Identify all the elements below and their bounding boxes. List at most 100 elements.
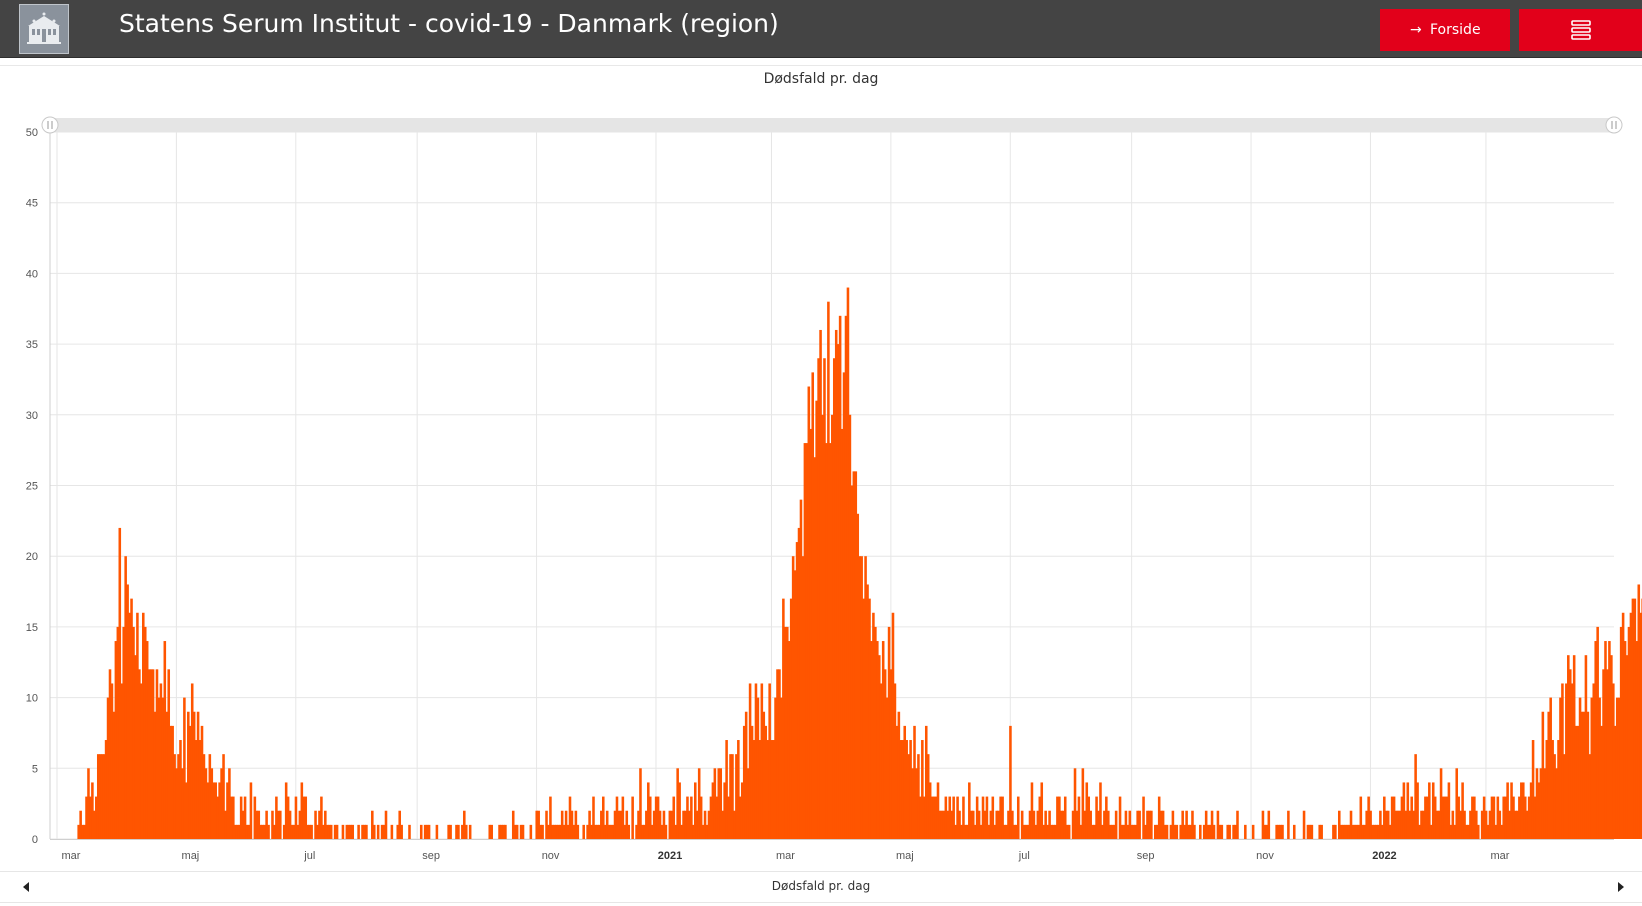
bar: [234, 824, 237, 839]
bar: [870, 641, 873, 839]
bar: [921, 740, 924, 839]
bar: [1514, 810, 1517, 839]
bar: [87, 768, 90, 839]
bar: [558, 824, 562, 839]
bar: [560, 810, 564, 839]
triangle-right-icon[interactable]: [1615, 881, 1627, 893]
scrollbar-track[interactable]: [50, 118, 1615, 132]
bar: [1398, 810, 1402, 839]
bar: [140, 683, 143, 839]
chart-title: Dødsfald pr. dag: [763, 71, 879, 87]
bar: [145, 641, 149, 839]
bar: [1159, 810, 1163, 839]
bar: [566, 824, 570, 839]
y-tick-label: 5: [32, 763, 38, 775]
bar: [1473, 796, 1476, 839]
bar: [130, 598, 133, 839]
bar: [112, 711, 116, 839]
bar: [1034, 824, 1038, 839]
triangle-left-icon[interactable]: [20, 881, 32, 893]
bar: [623, 824, 627, 839]
bar: [879, 683, 883, 839]
bar: [971, 810, 975, 839]
bar: [124, 556, 127, 839]
bottom-scroll-bar: Dødsfald pr. dag: [0, 871, 1642, 903]
bar: [819, 329, 822, 839]
bar: [1627, 626, 1631, 839]
building-icon[interactable]: [19, 4, 69, 54]
bar: [1063, 796, 1067, 839]
scrollbar-right-handle[interactable]: [1605, 116, 1623, 134]
bar: [1527, 796, 1531, 839]
bar: [1567, 655, 1570, 839]
x-tick-label: mar: [62, 850, 81, 862]
bar: [461, 824, 464, 839]
bar: [1445, 796, 1449, 839]
bar: [1615, 697, 1619, 839]
bar: [263, 824, 266, 839]
menu-button[interactable]: [1519, 9, 1642, 51]
bar: [1134, 824, 1137, 839]
bar: [977, 810, 981, 839]
bar: [793, 570, 797, 839]
bar: [241, 810, 245, 839]
bar: [1504, 796, 1507, 839]
chart-scrollbar[interactable]: [41, 116, 1623, 134]
bar: [684, 810, 687, 839]
bar: [284, 782, 288, 839]
y-axis-labels: 0 5 10 15 20 25 30 35 40 45 50: [26, 127, 38, 846]
bar: [883, 669, 887, 839]
bar: [742, 725, 746, 839]
bar: [261, 824, 264, 839]
bar: [419, 824, 423, 839]
bar: [648, 796, 652, 839]
bar: [746, 768, 750, 839]
bar: [750, 725, 754, 839]
bar: [850, 485, 854, 839]
bar: [727, 796, 730, 839]
bar: [758, 740, 762, 839]
bar: [647, 782, 650, 839]
bar: [705, 824, 709, 839]
bar: [688, 810, 691, 839]
bar: [93, 810, 96, 839]
bar: [255, 810, 259, 839]
bar: [1087, 796, 1091, 839]
bar: [122, 626, 125, 839]
bar: [609, 824, 613, 839]
bar: [151, 669, 155, 839]
bar: [797, 527, 801, 839]
bar: [1124, 810, 1128, 839]
scrollbar-left-handle[interactable]: [41, 116, 59, 134]
bar: [210, 768, 214, 839]
bar: [756, 697, 760, 839]
bar: [1594, 641, 1597, 839]
bar: [719, 768, 723, 839]
bar: [1535, 768, 1539, 839]
bar: [1381, 824, 1384, 839]
bar: [1048, 810, 1051, 839]
bar: [1036, 810, 1040, 839]
bar: [960, 824, 963, 839]
bar: [770, 740, 773, 839]
bar: [85, 796, 88, 839]
bar: [539, 824, 542, 839]
bar: [1075, 810, 1079, 839]
bar: [95, 796, 98, 839]
bar: [874, 626, 877, 839]
bar: [776, 669, 779, 839]
bar: [351, 824, 355, 839]
bar: [1234, 824, 1237, 839]
bar: [564, 810, 568, 839]
forside-button[interactable]: → Forside: [1380, 9, 1510, 51]
bar: [962, 796, 965, 839]
bar: [363, 824, 366, 839]
bar: [96, 754, 100, 839]
bars: [77, 287, 1642, 839]
bar: [842, 372, 846, 839]
y-tick-label: 15: [26, 622, 38, 634]
bar: [1512, 796, 1515, 839]
bar: [185, 782, 188, 839]
bar: [1320, 824, 1323, 839]
bar: [1484, 810, 1488, 839]
